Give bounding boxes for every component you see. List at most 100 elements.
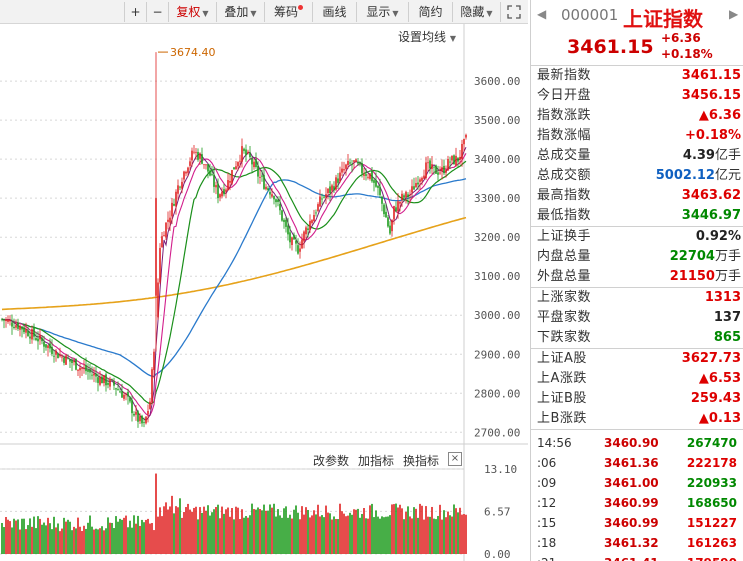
volume-bar (175, 506, 177, 554)
volume-bar (351, 514, 353, 554)
volume-bar (353, 509, 355, 554)
add-indicator-button[interactable]: 加指标 (358, 454, 395, 468)
vol-tick-label: 13.10 (484, 463, 517, 476)
switch-indicator-button[interactable]: 换指标 (403, 454, 440, 468)
volume-bar (313, 510, 315, 554)
stat-row: 指数涨跌 ▲6.36 (531, 106, 743, 126)
overlay-dropdown[interactable]: 叠加 ▼ (216, 2, 264, 22)
tick-time: :21 (537, 553, 556, 561)
volume-bar (383, 517, 385, 554)
candle-body (375, 180, 377, 187)
candle-body (253, 161, 255, 168)
price-change-pct: +0.18% (661, 47, 713, 61)
candle-body (365, 174, 367, 176)
candle-body (235, 166, 237, 170)
volume-bar (253, 509, 255, 554)
volume-bar (77, 517, 79, 554)
ma-settings-dropdown[interactable]: 设置均线 ▼ (398, 28, 456, 45)
display-label: 显示 (366, 5, 391, 19)
volume-bar (427, 516, 429, 554)
candle-body (321, 198, 323, 200)
candle-body (361, 162, 363, 174)
volume-bar (275, 516, 277, 554)
display-dropdown[interactable]: 显示 ▼ (356, 2, 408, 22)
volume-bar (97, 529, 99, 554)
volume-bar (373, 517, 375, 554)
candle-body (135, 411, 137, 415)
volume-bar (459, 507, 461, 554)
candle-body (95, 373, 97, 377)
volume-bar (301, 506, 303, 554)
volume-bar (23, 518, 25, 554)
candle-body (373, 180, 375, 183)
volume-bar (307, 509, 309, 554)
zoom-in-button[interactable]: + (124, 2, 146, 22)
volume-bar (139, 525, 141, 554)
candle-body (295, 240, 297, 244)
candle-body (277, 199, 279, 202)
candle-body (303, 231, 305, 242)
candle-body (305, 227, 307, 235)
volume-bar (215, 507, 217, 554)
close-indicator-button[interactable]: × (448, 452, 462, 466)
candle-body (193, 151, 195, 153)
next-arrow-icon[interactable]: ▶ (729, 7, 739, 21)
expand-button[interactable] (500, 2, 526, 22)
stat-unit: 万手 (714, 249, 741, 264)
candle-body (91, 374, 93, 376)
candle-body (163, 235, 165, 237)
volume-bar (357, 508, 359, 554)
simple-mode-button[interactable]: 简约 (408, 2, 452, 22)
volume-bar (323, 517, 325, 554)
candle-body (73, 361, 75, 363)
volume-bar (71, 530, 73, 554)
candle-body (319, 196, 321, 207)
volume-bar (53, 516, 55, 554)
candle-body (51, 346, 53, 354)
candle-body (323, 196, 325, 198)
volume-bar (261, 510, 263, 554)
hide-dropdown[interactable]: 隐藏 ▼ (452, 2, 500, 22)
volume-bar (173, 513, 175, 554)
vol-tick-label: 6.57 (484, 505, 511, 518)
candle-body (435, 165, 437, 174)
candle-body (377, 185, 379, 188)
stat-row: 今日开盘 3456.15 (531, 86, 743, 106)
candle-body (119, 391, 121, 393)
ma5-line (1, 146, 467, 421)
candle-body (103, 375, 105, 384)
volume-bar (103, 530, 105, 554)
chips-button[interactable]: 筹码 (264, 2, 312, 22)
prev-arrow-icon[interactable]: ◀ (537, 7, 547, 21)
draw-line-button[interactable]: 画线 (312, 2, 356, 22)
stat-number: 865 (713, 330, 741, 345)
chevron-down-icon: ▼ (392, 9, 399, 18)
volume-bar (241, 509, 243, 554)
volume-bar (179, 498, 181, 554)
volume-bar (277, 509, 279, 554)
stat-label: 上B涨跌 (537, 411, 587, 426)
candle-body (43, 341, 45, 347)
y-tick-label: 2700.00 (474, 426, 520, 439)
volume-bar (49, 523, 51, 554)
zoom-out-button[interactable]: − (146, 2, 168, 22)
candle-body (273, 196, 275, 200)
candle-body (463, 138, 465, 145)
tick-price: 3461.36 (604, 456, 659, 470)
candle-body (143, 422, 145, 423)
stat-row: 上B涨跌 ▲0.13 (531, 409, 743, 429)
candle-body (61, 356, 63, 358)
stat-label: 指数涨跌 (537, 108, 592, 123)
candle-body (215, 185, 217, 188)
fuquan-dropdown[interactable]: 复权 ▼ (168, 2, 216, 22)
tick-volume: 222178 (686, 456, 737, 470)
edit-params-button[interactable]: 改参数 (313, 454, 350, 468)
tick-list[interactable]: 14:56 3460.90 267470:06 3461.36 222178:09 346… (531, 430, 743, 561)
candle-body (359, 162, 361, 164)
candle-body (3, 319, 5, 321)
stat-number: 3461.15 (681, 68, 741, 83)
candle-body (229, 181, 231, 183)
kline-chart[interactable]: 3600.00 3500.00 3400.00 3300.00 3200.00 3100.… (0, 24, 528, 561)
candle-body (201, 154, 203, 164)
volume-bar (311, 515, 313, 554)
